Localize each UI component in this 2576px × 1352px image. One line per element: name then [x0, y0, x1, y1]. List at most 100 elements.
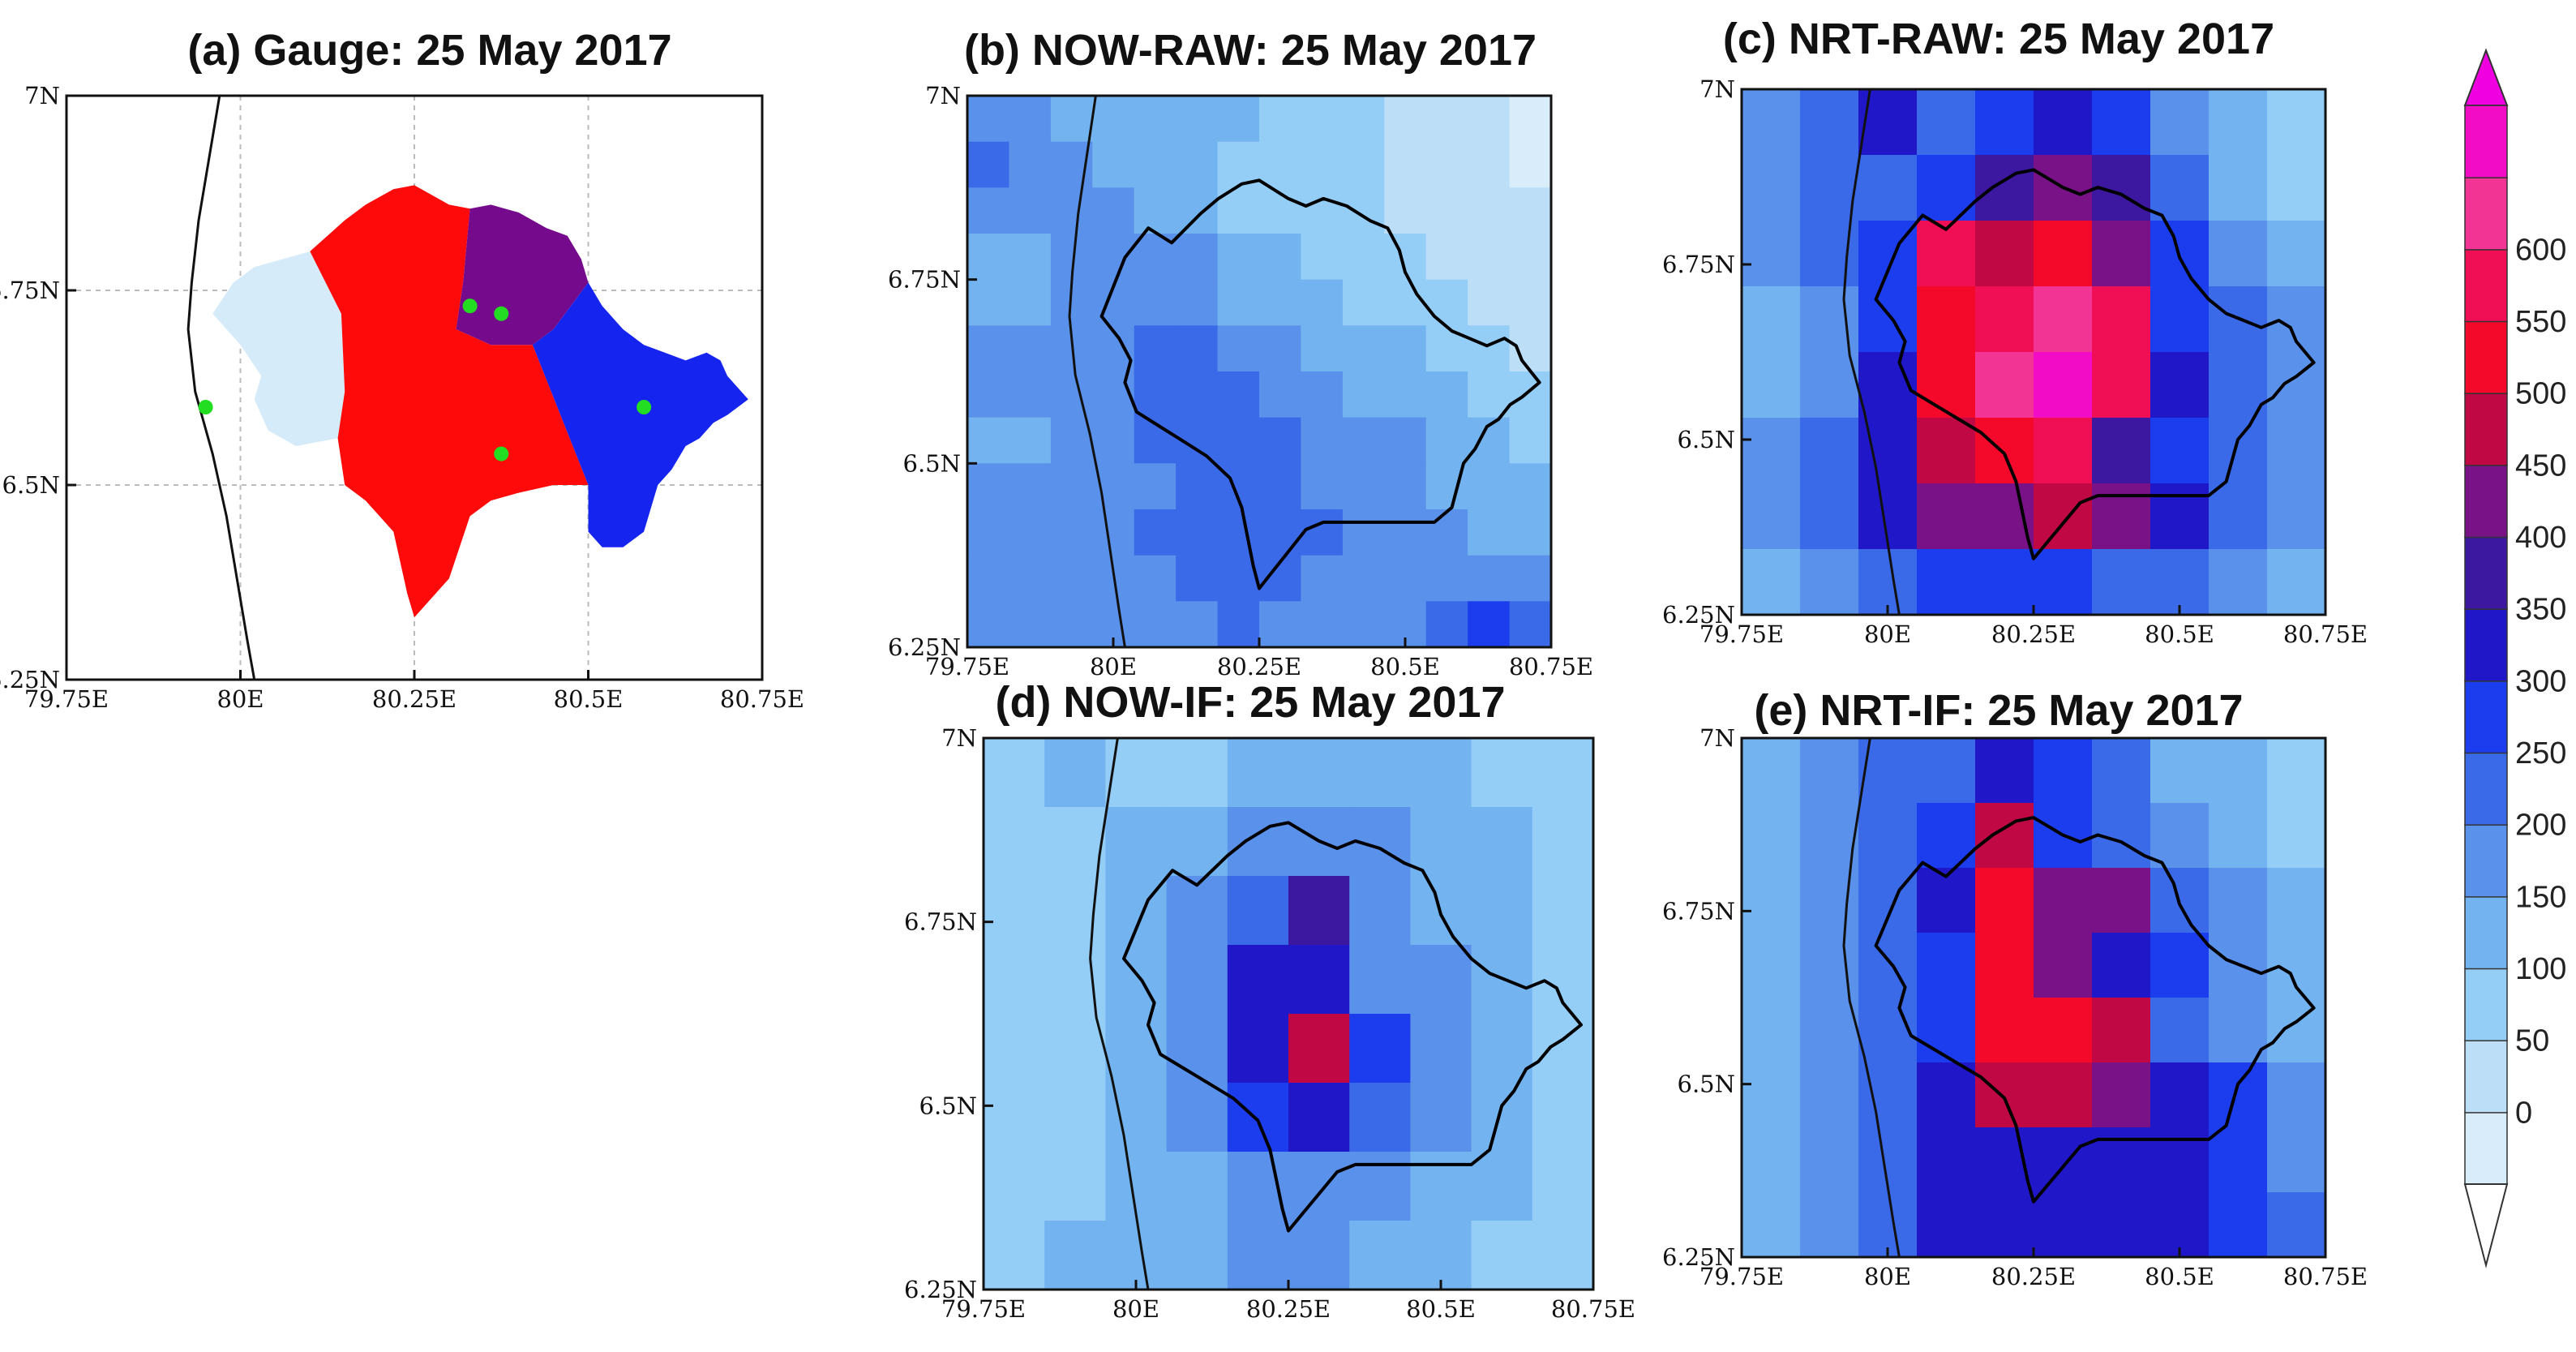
grid-cell	[2150, 418, 2210, 484]
grid-cell	[1009, 325, 1052, 372]
grid-cell	[1227, 1014, 1289, 1084]
grid-cell	[2209, 89, 2268, 156]
y-tick-label: 6.25N	[888, 633, 961, 661]
grid-cell	[1259, 279, 1301, 326]
panel-e-map: 79.75E 80E 80.25E 80.5E 80.75E 6.25N 6.5N 6.75N…	[1662, 724, 2368, 1290]
grid-cell	[1044, 1014, 1106, 1084]
grid-cell	[2267, 418, 2326, 484]
grid-cell	[2209, 1062, 2268, 1128]
grid-cell	[1410, 1083, 1472, 1152]
panel-e-title: (e) NRT-IF: 25 May 2017	[1754, 686, 2243, 735]
x-tick-label: 80.25E	[1991, 620, 2076, 648]
grid-cell	[1471, 1083, 1533, 1152]
grid-cell	[1384, 141, 1427, 188]
colorbar-segment	[2464, 607, 2508, 682]
grid-cell	[1468, 371, 1511, 418]
grid-cell	[2209, 1127, 2268, 1193]
grid-cell	[1800, 803, 1859, 869]
grid-cell	[1217, 96, 1260, 143]
grid-cell	[1425, 417, 1468, 464]
rain-gauge-marker	[494, 306, 509, 321]
grid-cell	[2092, 1127, 2151, 1193]
grid-cell	[1349, 738, 1411, 808]
grid-cell	[1858, 549, 1918, 616]
grid-cell	[1975, 933, 2034, 998]
grid-cell	[1975, 418, 2034, 484]
y-tick-label: 7N	[24, 82, 60, 109]
grid-cell	[1975, 89, 2034, 156]
grid-cell	[1092, 417, 1135, 464]
grid-cell	[1217, 509, 1260, 556]
grid-cell	[1259, 371, 1301, 418]
grid-cell	[1301, 509, 1344, 556]
grid-cell	[2150, 483, 2210, 550]
grid-cell	[1342, 234, 1385, 281]
grid-cell	[1176, 601, 1219, 648]
grid-cell	[2267, 868, 2326, 934]
basin-outline	[1122, 821, 1583, 1233]
grid-cell	[1800, 352, 1859, 418]
grid-cell	[1800, 89, 1859, 156]
grid-cell	[1384, 279, 1427, 326]
grid-cell	[1227, 1152, 1289, 1221]
grid-cell	[2034, 1192, 2093, 1258]
grid-cell	[2092, 549, 2151, 616]
grid-cell	[2209, 803, 2268, 869]
y-tick-label: 6.5N	[919, 1092, 978, 1119]
grid-cell	[1410, 1221, 1472, 1290]
grid-cell	[1425, 555, 1468, 602]
colorbar-segment	[2464, 752, 2508, 826]
x-tick-label: 80.75E	[1551, 1295, 1635, 1323]
x-tick-label: 79.75E	[925, 653, 1009, 680]
grid-cell	[2092, 221, 2151, 287]
grid-cell	[1800, 418, 1859, 484]
grid-cell	[1166, 1014, 1228, 1084]
grid-cell	[1471, 738, 1533, 808]
grid-cell	[1259, 234, 1301, 281]
grid-cell	[1176, 279, 1219, 326]
grid-cell	[1858, 89, 1918, 156]
grid-cell	[1259, 96, 1301, 143]
grid-cell	[1176, 234, 1219, 281]
grid-cell	[1092, 371, 1135, 418]
grid-cell	[1742, 1062, 1801, 1128]
grid-cell	[1800, 1062, 1859, 1128]
grid-cell	[1384, 509, 1427, 556]
grid-cell	[1742, 418, 1801, 484]
grid-cell	[1425, 96, 1468, 143]
grid-cell	[2267, 1062, 2326, 1128]
grid-cell	[1301, 234, 1344, 281]
grid-cell	[1532, 876, 1594, 946]
grid-cell	[1227, 1221, 1289, 1290]
grid-cell	[2150, 933, 2210, 998]
grid-cell	[2034, 998, 2093, 1063]
x-tick-label: 80.75E	[720, 685, 804, 713]
x-tick-label: 80E	[1864, 1263, 1911, 1290]
grid-cell	[1975, 352, 2034, 418]
panel-d-map: 79.75E 80E 80.25E 80.5E 80.75E 6.25N 6.5N 6.75N…	[904, 724, 1635, 1323]
grid-cell	[1105, 807, 1168, 877]
grid-cell	[2092, 286, 2151, 353]
rain-gauge-marker	[494, 446, 509, 461]
grid-cell	[2150, 1062, 2210, 1128]
grid-cell	[1105, 1221, 1168, 1290]
grid-cell	[984, 1014, 1045, 1084]
coastline	[186, 95, 256, 680]
grid-cell	[1975, 549, 2034, 616]
grid-cell	[967, 555, 1009, 602]
grid-cell	[2034, 933, 2093, 998]
grid-cell	[1425, 141, 1468, 188]
grid-cell	[2034, 89, 2093, 156]
grid-cell	[1509, 141, 1552, 188]
grid-cell	[1050, 96, 1093, 143]
grid-cell	[1384, 96, 1427, 143]
colorbar-segment	[2464, 105, 2508, 178]
colorbar-label: 100	[2515, 952, 2566, 986]
grid-cell	[967, 141, 1009, 188]
grid-cell	[2092, 738, 2151, 804]
grid-cell	[2267, 803, 2326, 869]
grid-cell	[1092, 463, 1135, 510]
colorbar-segment	[2464, 176, 2508, 251]
grid-cell	[1800, 483, 1859, 550]
grid-cell	[1975, 155, 2034, 221]
